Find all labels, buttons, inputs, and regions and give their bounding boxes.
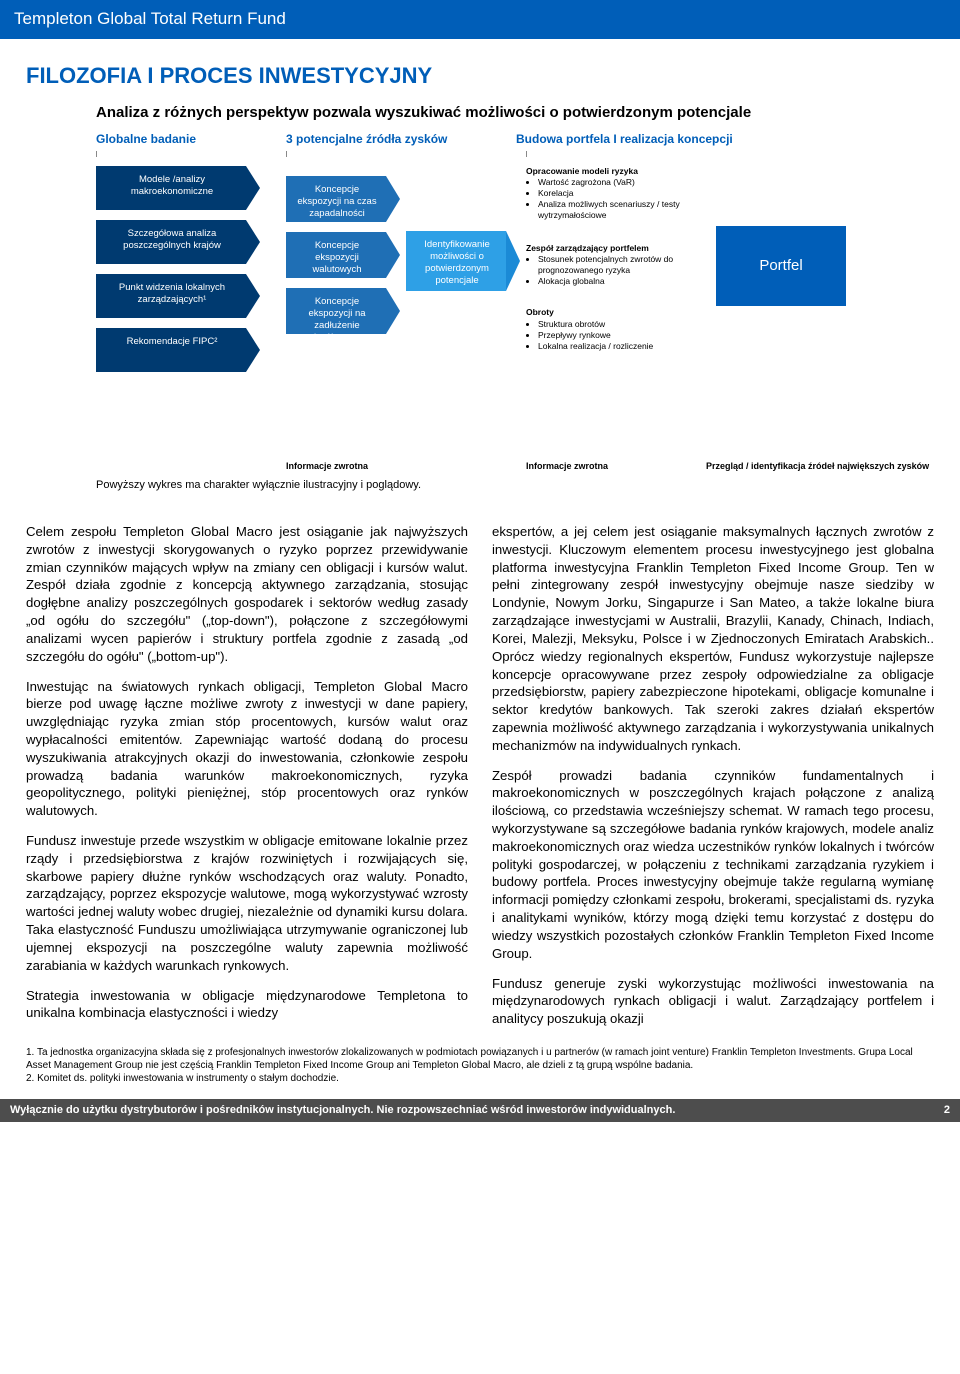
text-pm-team: Zespół zarządzający portfelem Stosunek p… — [526, 231, 686, 297]
feedback-3: Przegląd / identyfikacja źródeł najwięks… — [706, 461, 929, 471]
feedback-1: Informacje zwrotna — [286, 461, 368, 471]
diagram-col-portfolio: Portfel — [716, 226, 846, 306]
body-right-column: ekspertów, a jej celem jest osiąganie ma… — [492, 523, 934, 1040]
footnote-1: 1. Ta jednostka organizacyjna składa się… — [26, 1046, 934, 1072]
para-l4: Strategia inwestowania w obligacje międz… — [26, 987, 468, 1023]
box-macro-models: Modele /analizy makroekonomiczne — [96, 166, 246, 210]
diagram-body: Modele /analizy makroekonomiczne Szczegó… — [96, 166, 934, 456]
footnote-2: 2. Komitet ds. polityki inwestowania w i… — [26, 1072, 934, 1085]
diagram-col-research: Modele /analizy makroekonomiczne Szczegó… — [96, 166, 246, 382]
risk-b3: Analiza możliwych scenariuszy / testy wy… — [538, 199, 686, 221]
trade-title: Obroty — [526, 307, 554, 317]
trade-b2: Przepływy rynkowe — [538, 330, 686, 341]
diagram-footnote: Powyższy wykres ma charakter wyłącznie i… — [96, 478, 934, 493]
para-l1: Celem zespołu Templeton Global Macro jes… — [26, 523, 468, 666]
box-credit: Koncepcje ekspozycji na zadłużenie budże… — [286, 288, 386, 334]
subheader-2: 3 potencjalne źródła zysków — [286, 131, 516, 147]
body-text: Celem zespołu Templeton Global Macro jes… — [26, 523, 934, 1040]
risk-title: Opracowanie modeli ryzyka — [526, 166, 638, 176]
diagram-col-identify: Identyfikowanie możliwości o potwierdzon… — [406, 231, 506, 301]
pm-title: Zespół zarządzający portfelem — [526, 243, 649, 253]
page-footer: Wyłącznie do użytku dystrybutorów i pośr… — [0, 1099, 960, 1122]
fund-title: Templeton Global Total Return Fund — [14, 9, 286, 28]
subheader-3: Budowa portfela I realizacja koncepcji — [516, 131, 934, 147]
diagram-feedback-row: Informacje zwrotna Informacje zwrotna Pr… — [96, 460, 934, 472]
pm-b2: Alokacja globalna — [538, 276, 686, 287]
para-r2: Zespół prowadzi badania czynników fundam… — [492, 767, 934, 963]
box-portfolio: Portfel — [716, 226, 846, 306]
diagram-col-exposures: Koncepcje ekspozycji na czas zapadalnośc… — [286, 176, 386, 344]
para-l3: Fundusz inwestuje przede wszystkim w obl… — [26, 832, 468, 975]
diagram-subheaders: Globalne badanie 3 potencjalne źródła zy… — [96, 131, 934, 147]
box-local-managers: Punkt widzenia lokalnych zarządzających¹ — [96, 274, 246, 318]
pm-b1: Stosunek potencjalnych zwrotów do progno… — [538, 254, 686, 276]
para-r3: Fundusz generuje zyski wykorzystując moż… — [492, 975, 934, 1028]
para-r1: ekspertów, a jej celem jest osiąganie ma… — [492, 523, 934, 755]
subheader-1: Globalne badanie — [96, 131, 286, 147]
risk-b2: Korelacja — [538, 188, 686, 199]
box-country-analysis: Szczegółowa analiza poszczególnych krajó… — [96, 220, 246, 264]
process-diagram: Analiza z różnych perspektyw pozwala wys… — [26, 103, 934, 499]
footer-disclaimer: Wyłącznie do użytku dystrybutorów i pośr… — [10, 1103, 675, 1118]
diagram-headline: Analiza z różnych perspektyw pozwala wys… — [96, 103, 934, 123]
trade-b3: Lokalna realizacja / rozliczenie — [538, 341, 686, 352]
para-l2: Inwestując na światowych rynkach obligac… — [26, 678, 468, 821]
text-risk-models: Opracowanie modeli ryzyka Wartość zagroż… — [526, 164, 686, 231]
text-trading: Obroty Struktura obrotów Przepływy rynko… — [526, 297, 686, 361]
footnotes: 1. Ta jednostka organizacyjna składa się… — [26, 1046, 934, 1089]
footer-page-number: 2 — [944, 1103, 950, 1118]
fund-header: Templeton Global Total Return Fund — [0, 0, 960, 39]
box-fipc: Rekomendacje FIPC² — [96, 328, 246, 372]
trade-b1: Struktura obrotów — [538, 319, 686, 330]
page-body: FILOZOFIA I PROCES INWESTYCYJNY Analiza … — [0, 39, 960, 1099]
feedback-2: Informacje zwrotna — [526, 461, 608, 471]
risk-b1: Wartość zagrożona (VaR) — [538, 177, 686, 188]
body-left-column: Celem zespołu Templeton Global Macro jes… — [26, 523, 468, 1040]
box-duration: Koncepcje ekspozycji na czas zapadalnośc… — [286, 176, 386, 222]
box-identify: Identyfikowanie możliwości o potwierdzon… — [406, 231, 506, 291]
section-title: FILOZOFIA I PROCES INWESTYCYJNY — [26, 61, 934, 91]
diagram-col-risk-text: Opracowanie modeli ryzyka Wartość zagroż… — [526, 164, 686, 362]
box-fx: Koncepcje ekspozycji walutowych — [286, 232, 386, 278]
